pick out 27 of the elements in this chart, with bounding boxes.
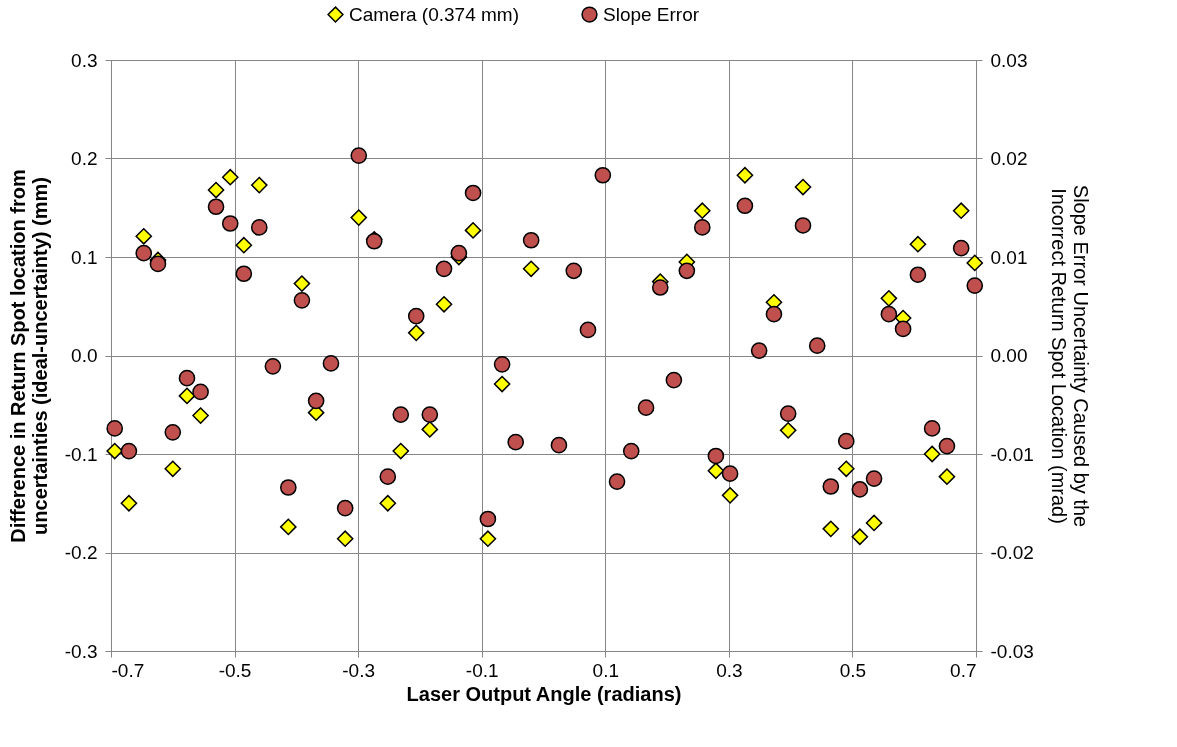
- y-tick-label: 0.0: [71, 345, 98, 366]
- y2-tick-label: 0.01: [990, 246, 1028, 268]
- y2-tick-label: -0.02: [990, 542, 1034, 563]
- y2-tick-label: -0.01: [990, 443, 1034, 465]
- x-tick-label: 0.1: [592, 659, 619, 681]
- legend-label: Camera (0.374 mm): [349, 3, 519, 25]
- y-tick-label: -0.3: [64, 640, 98, 662]
- x-tick-label: -0.1: [465, 659, 499, 681]
- y2-tick-label: -0.03: [990, 640, 1034, 662]
- y-tick-label: -0.1: [64, 443, 98, 465]
- x-tick-label: -0.3: [342, 659, 376, 681]
- y2-tick-label: 0.02: [990, 148, 1028, 169]
- y2-tick-label: 0.00: [990, 345, 1028, 366]
- x-tick-label: -0.7: [111, 659, 145, 681]
- x-axis-title: Laser Output Angle (radians): [406, 682, 682, 705]
- y-axis-title: Difference in Return Spot location from uncertainties (ideal-uncertainty) (mm): [6, 169, 51, 543]
- x-tick-label: 0.3: [716, 659, 743, 681]
- legend-label: Slope Error: [603, 3, 700, 25]
- y-tick-label: -0.2: [64, 542, 98, 563]
- y2-tick-label: 0.03: [990, 49, 1028, 71]
- x-tick-label: 0.5: [839, 659, 867, 681]
- x-tick-label: -0.5: [218, 659, 252, 681]
- x-tick-label: 0.7: [950, 659, 977, 681]
- y-tick-label: 0.1: [71, 246, 98, 268]
- y2-axis-title: Slope Error Uncertainty Caused by the Incorrect Return Spot Location (mrad): [1047, 184, 1092, 528]
- y-tick-label: 0.3: [71, 49, 98, 71]
- y-tick-label: 0.2: [71, 148, 98, 169]
